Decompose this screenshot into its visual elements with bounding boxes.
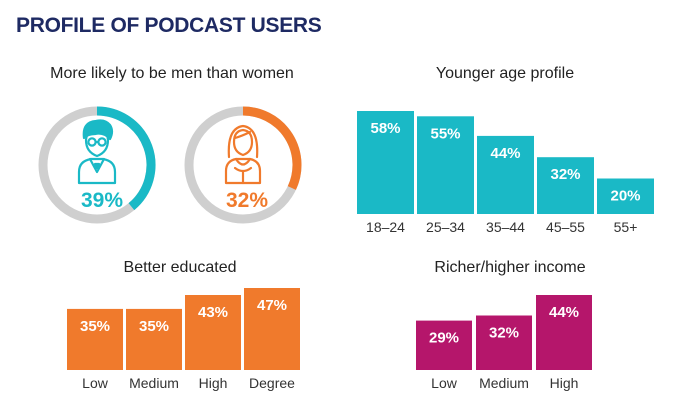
men-ring: 39% [38,106,156,224]
age-category-label-5: 55+ [614,219,638,235]
age-category-label-4: 45–55 [546,219,585,235]
age-bar-2 [417,116,474,214]
women-ring-arc [242,106,302,190]
age-value-label-1: 58% [370,120,400,137]
income-bar-3 [536,295,592,370]
income-value-label-1: 29% [429,330,459,347]
man-with-glasses-icon [77,119,117,185]
income-bar-1 [416,320,472,370]
women-ring: 32% [184,106,302,224]
age-bar-5 [597,178,654,214]
income-category-label-3: High [550,375,579,391]
age-category-label-1: 18–24 [366,219,405,235]
age-value-label-4: 32% [550,166,580,183]
age-bar-3 [477,135,534,214]
income-category-label-2: Medium [479,375,529,391]
age-value-label-5: 20% [610,188,640,205]
education-bar-chart: 35% Low 35% Medium 43% High 47% Degree [67,288,300,391]
education-bar-4 [244,288,300,370]
education-bar-1 [67,308,123,370]
education-value-label-2: 35% [139,318,169,335]
woman-icon [224,124,262,185]
education-value-label-3: 43% [198,304,228,321]
education-value-label-1: 35% [80,318,110,335]
age-category-label-2: 25–34 [426,219,465,235]
age-category-label-3: 35–44 [486,219,525,235]
income-chart-title: Richer/higher income [434,259,586,276]
income-value-label-3: 44% [549,304,579,321]
age-bar-chart: 58% 18–24 55% 25–34 44% 35–44 32% 45–55 20% 55+ [357,111,654,235]
education-chart-title: Better educated [123,259,237,276]
age-chart-title: Younger age profile [435,65,575,82]
income-value-label-2: 32% [489,325,519,342]
age-bar-4 [537,157,594,214]
income-category-label-1: Low [431,375,458,391]
education-category-label-4: Degree [249,375,295,391]
education-value-label-4: 47% [257,297,287,314]
age-value-label-2: 55% [430,125,460,142]
women-percent-label: 32% [226,189,268,212]
education-category-label-1: Low [82,375,109,391]
gender-ring-chart: 39% 32% [38,106,302,224]
education-category-label-3: High [199,375,228,391]
age-bar-1 [357,111,414,214]
education-category-label-2: Medium [129,375,179,391]
education-bar-3 [185,295,241,370]
education-bar-2 [126,308,182,370]
income-bar-2 [476,315,532,370]
age-value-label-3: 44% [490,145,520,162]
page-title: PROFILE OF PODCAST USERS [16,14,322,37]
men-ring-arc [96,106,156,211]
men-percent-label: 39% [81,189,123,212]
income-bar-chart: 29% Low 32% Medium 44% High [416,295,592,391]
gender-chart-title: More likely to be men than women [50,65,294,82]
